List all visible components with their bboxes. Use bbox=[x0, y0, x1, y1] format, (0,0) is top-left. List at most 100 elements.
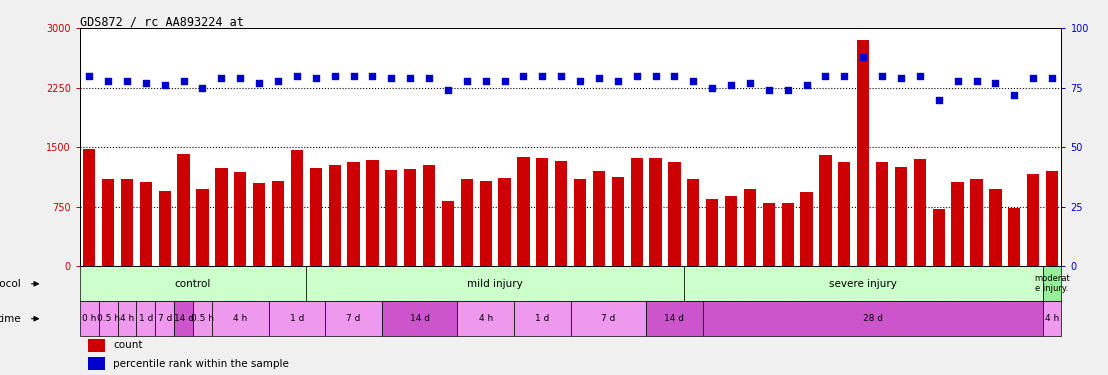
Bar bbox=[839, 162, 851, 266]
Bar bbox=[193, 301, 212, 336]
Point bbox=[514, 73, 532, 79]
Bar bbox=[458, 301, 514, 336]
Text: control: control bbox=[175, 279, 212, 289]
Bar bbox=[442, 201, 454, 266]
Bar bbox=[348, 162, 360, 266]
Text: time: time bbox=[0, 314, 21, 324]
Point bbox=[817, 73, 834, 79]
Point bbox=[458, 78, 475, 84]
Bar bbox=[1008, 208, 1020, 266]
Text: 4 h: 4 h bbox=[120, 314, 134, 323]
Bar bbox=[743, 189, 756, 266]
Text: protocol: protocol bbox=[0, 279, 21, 289]
Point bbox=[175, 78, 193, 84]
Point bbox=[552, 73, 570, 79]
Point bbox=[250, 80, 268, 86]
Bar bbox=[1043, 301, 1061, 336]
Bar bbox=[177, 154, 189, 266]
Text: percentile rank within the sample: percentile rank within the sample bbox=[113, 359, 289, 369]
Point bbox=[628, 73, 646, 79]
Bar bbox=[253, 183, 265, 266]
Point bbox=[81, 73, 99, 79]
Point bbox=[100, 78, 117, 84]
Point bbox=[854, 54, 872, 60]
Bar bbox=[536, 158, 548, 266]
Bar bbox=[612, 177, 624, 266]
Bar bbox=[174, 301, 193, 336]
Bar bbox=[630, 158, 643, 266]
Bar bbox=[461, 179, 473, 266]
Bar bbox=[326, 301, 382, 336]
Point bbox=[137, 80, 155, 86]
Text: 1 d: 1 d bbox=[138, 314, 153, 323]
Bar bbox=[593, 171, 605, 266]
Point bbox=[156, 82, 174, 88]
Bar bbox=[117, 301, 136, 336]
Point bbox=[1043, 75, 1060, 81]
Point bbox=[704, 85, 721, 91]
Point bbox=[835, 73, 853, 79]
Bar bbox=[268, 301, 326, 336]
Bar bbox=[555, 161, 567, 266]
Point bbox=[213, 75, 230, 81]
Point bbox=[722, 82, 740, 88]
Text: 14 d: 14 d bbox=[665, 314, 685, 323]
Bar bbox=[989, 189, 1002, 266]
Bar bbox=[819, 155, 832, 266]
Text: 7 d: 7 d bbox=[157, 314, 172, 323]
Text: 1 d: 1 d bbox=[535, 314, 550, 323]
Bar bbox=[99, 301, 117, 336]
Bar bbox=[290, 150, 302, 266]
Bar bbox=[83, 149, 95, 266]
Point bbox=[1005, 92, 1023, 98]
Point bbox=[685, 78, 702, 84]
Bar bbox=[102, 179, 114, 266]
Point bbox=[609, 78, 627, 84]
Bar bbox=[952, 182, 964, 266]
Bar bbox=[306, 266, 684, 301]
Bar bbox=[781, 203, 793, 266]
Text: 14 d: 14 d bbox=[174, 314, 194, 323]
Bar bbox=[684, 266, 1043, 301]
Bar bbox=[212, 301, 268, 336]
Point bbox=[232, 75, 249, 81]
Bar bbox=[1027, 174, 1039, 266]
Bar bbox=[158, 191, 171, 266]
Bar bbox=[702, 301, 1043, 336]
Bar bbox=[155, 301, 174, 336]
Point bbox=[873, 73, 891, 79]
Point bbox=[798, 82, 815, 88]
Text: 28 d: 28 d bbox=[863, 314, 883, 323]
Bar bbox=[876, 162, 889, 266]
Bar bbox=[234, 172, 246, 266]
Bar bbox=[480, 182, 492, 266]
Point bbox=[779, 87, 797, 93]
Point bbox=[363, 73, 381, 79]
Text: moderat
e injury.: moderat e injury. bbox=[1034, 274, 1070, 294]
Text: mild injury: mild injury bbox=[468, 279, 523, 289]
Point bbox=[666, 73, 684, 79]
Bar bbox=[88, 339, 105, 352]
Point bbox=[495, 78, 513, 84]
Point bbox=[326, 73, 343, 79]
Text: 4 h: 4 h bbox=[233, 314, 247, 323]
Point bbox=[760, 87, 778, 93]
Bar bbox=[646, 301, 702, 336]
Bar bbox=[367, 160, 379, 266]
Point bbox=[420, 75, 438, 81]
Point bbox=[986, 80, 1004, 86]
Bar bbox=[971, 179, 983, 266]
Bar bbox=[80, 301, 99, 336]
Bar bbox=[571, 301, 646, 336]
Bar bbox=[687, 179, 699, 266]
Point bbox=[1024, 75, 1042, 81]
Text: 7 d: 7 d bbox=[602, 314, 616, 323]
Point bbox=[533, 73, 551, 79]
Bar bbox=[725, 196, 737, 266]
Point bbox=[911, 73, 929, 79]
Text: 0 h: 0 h bbox=[82, 314, 96, 323]
Bar bbox=[215, 168, 227, 266]
Bar bbox=[404, 170, 417, 266]
Point bbox=[382, 75, 400, 81]
Bar bbox=[858, 40, 870, 266]
